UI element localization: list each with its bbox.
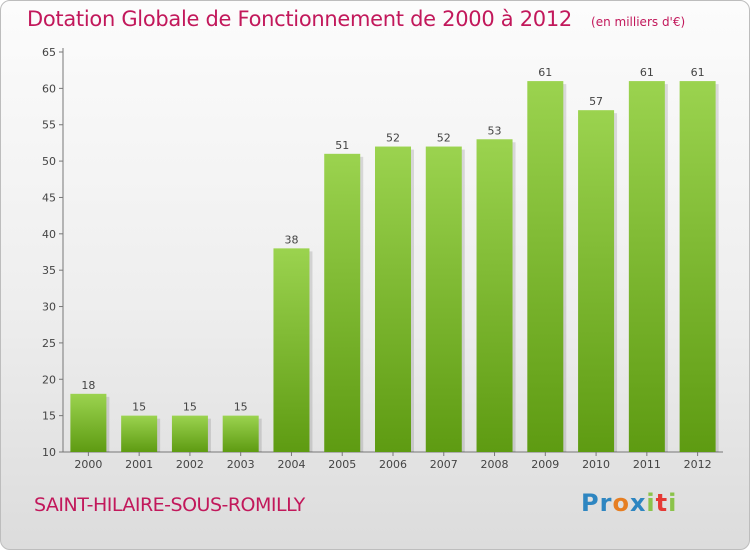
bar-value-label: 51 [335, 139, 349, 152]
x-tick-label: 2008 [481, 458, 509, 471]
y-tick-label: 65 [42, 46, 56, 59]
x-tick-label: 2007 [430, 458, 458, 471]
y-tick-label: 15 [42, 410, 56, 423]
y-tick-label: 35 [42, 264, 56, 277]
bar [578, 110, 615, 452]
logo-letter: P [581, 489, 600, 517]
bar [476, 139, 513, 453]
x-tick-label: 2010 [582, 458, 610, 471]
bar-value-label: 15 [183, 401, 197, 414]
x-tick-label: 2012 [684, 458, 712, 471]
bar [121, 415, 158, 452]
bar [171, 415, 208, 452]
logo-letter: i [646, 489, 656, 517]
logo-letter: x [629, 489, 647, 517]
x-tick-label: 2000 [74, 458, 102, 471]
logo-letter: t [655, 489, 669, 517]
logo-letter: o [612, 489, 630, 517]
y-tick-label: 60 [42, 82, 56, 95]
bar-value-label: 61 [538, 66, 552, 79]
bar [222, 415, 259, 452]
bar [628, 81, 665, 452]
bar-value-label: 38 [284, 233, 298, 246]
x-tick-label: 2003 [227, 458, 255, 471]
bar [375, 146, 411, 452]
x-tick-label: 2005 [328, 458, 356, 471]
bar-value-label: 15 [132, 401, 146, 414]
bar [425, 146, 462, 452]
logo-letter: i [668, 489, 678, 517]
bar-value-label: 52 [437, 132, 451, 145]
bar-value-label: 18 [81, 379, 95, 392]
bar-value-label: 15 [234, 401, 248, 414]
proxiti-logo: Proxiti [581, 489, 677, 517]
bar [679, 81, 716, 452]
y-tick-label: 30 [42, 301, 56, 314]
bar-chart: 10 15 20 25 30 35 40 45 50 55 60 65 2000 18 2001 15 2002… [42, 46, 723, 471]
x-tick-label: 2009 [531, 458, 559, 471]
bar [273, 248, 310, 452]
bar-value-label: 61 [640, 66, 654, 79]
x-tick-label: 2004 [277, 458, 305, 471]
x-tick-label: 2002 [176, 458, 204, 471]
bar-value-label: 53 [488, 124, 502, 137]
chart-subtitle: (en milliers d'€) [591, 15, 686, 29]
y-tick-label: 25 [42, 337, 56, 350]
y-tick-label: 40 [42, 228, 56, 241]
bar-value-label: 52 [386, 132, 400, 145]
bar [324, 153, 361, 452]
bar-value-label: 57 [589, 95, 603, 108]
y-tick-label: 45 [42, 191, 56, 204]
y-tick-label: 10 [42, 446, 56, 459]
commune-name: SAINT-HILAIRE-SOUS-ROMILLY [34, 494, 305, 516]
x-tick-label: 2011 [633, 458, 661, 471]
bar-value-label: 61 [691, 66, 705, 79]
chart-title-block: Dotation Globale de Fonctionnement de 20… [27, 7, 685, 31]
chart-title: Dotation Globale de Fonctionnement de 20… [27, 7, 572, 31]
bar [527, 81, 564, 452]
y-tick-label: 20 [42, 373, 56, 386]
logo-letter: r [599, 489, 613, 517]
y-tick-label: 50 [42, 155, 56, 168]
bar [70, 393, 107, 452]
y-tick-label: 55 [42, 119, 56, 132]
x-tick-label: 2006 [379, 458, 407, 471]
x-tick-label: 2001 [125, 458, 153, 471]
